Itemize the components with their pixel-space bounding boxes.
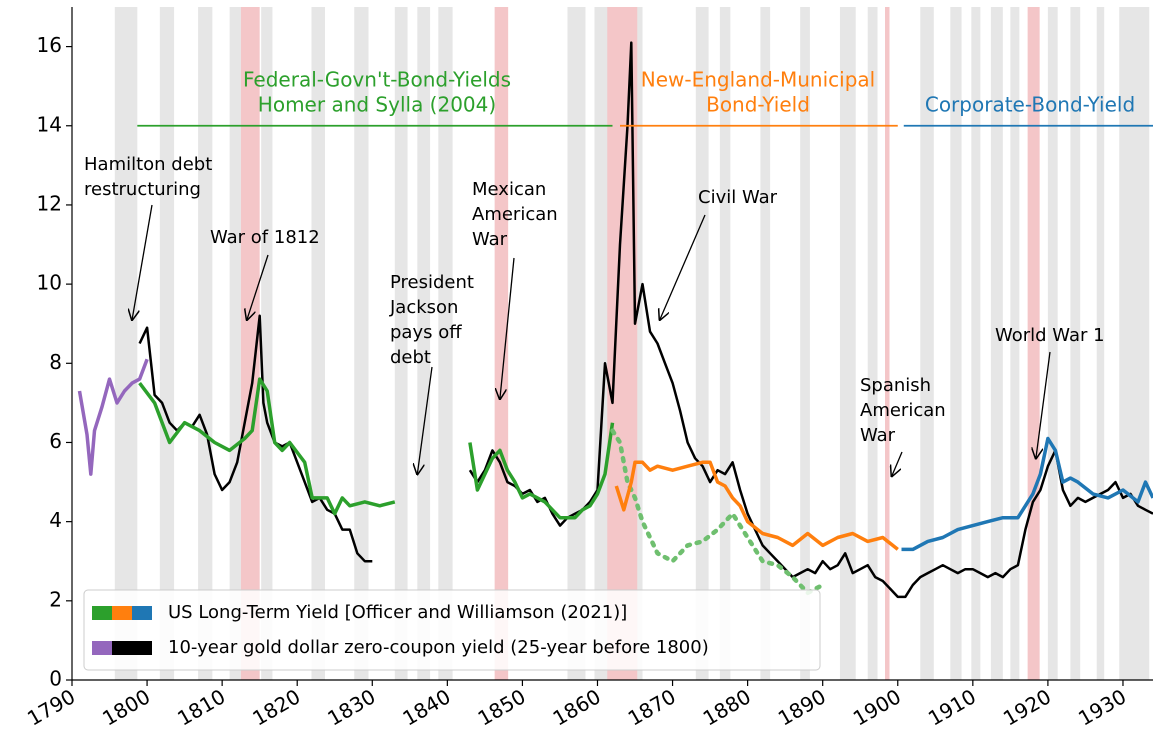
y-tick-label: 6 bbox=[49, 429, 62, 453]
annotation-arrow bbox=[1036, 351, 1051, 458]
x-tick-label: 1900 bbox=[849, 684, 905, 730]
recession-band bbox=[867, 7, 878, 680]
annotation-text: Civil War bbox=[698, 187, 778, 208]
war-band bbox=[885, 7, 890, 680]
annotation-text: American bbox=[860, 400, 946, 421]
recession-band bbox=[950, 7, 962, 680]
annotation-arrow bbox=[132, 204, 153, 320]
annotation-text: Spanish bbox=[860, 375, 931, 396]
x-tick-label: 1880 bbox=[699, 684, 755, 730]
y-tick-label: 14 bbox=[37, 112, 62, 136]
recession-band bbox=[394, 7, 408, 680]
group-label: New-England-Municipal bbox=[641, 68, 875, 92]
annotation-text: War of 1812 bbox=[210, 227, 320, 248]
legend-swatch bbox=[92, 606, 112, 620]
recession-band bbox=[800, 7, 810, 680]
x-tick-label: 1850 bbox=[474, 684, 530, 730]
y-tick-label: 10 bbox=[37, 271, 62, 295]
recession-band bbox=[760, 7, 771, 680]
recession-band bbox=[839, 7, 856, 680]
recession-band bbox=[990, 7, 1003, 680]
war-band bbox=[494, 7, 509, 680]
x-tick-label: 1820 bbox=[248, 684, 304, 730]
recession-band bbox=[417, 7, 431, 680]
legend-swatch bbox=[112, 641, 132, 655]
x-tick-label: 1890 bbox=[774, 684, 830, 730]
annotation-text: debt bbox=[390, 347, 431, 368]
x-tick-label: 1910 bbox=[924, 684, 980, 730]
x-tick-label: 1870 bbox=[624, 684, 680, 730]
recession-band bbox=[438, 7, 453, 680]
recession-band bbox=[114, 7, 138, 680]
x-tick-label: 1800 bbox=[98, 684, 154, 730]
series-line bbox=[468, 422, 615, 520]
legend-swatch bbox=[132, 606, 152, 620]
annotation-text: Jackson bbox=[389, 297, 458, 318]
annotation-arrow bbox=[417, 366, 433, 474]
legend-swatch bbox=[112, 606, 132, 620]
series-line bbox=[138, 377, 396, 516]
annotation-text: American bbox=[472, 204, 558, 225]
annotation-arrow bbox=[660, 214, 706, 320]
recession-band bbox=[229, 7, 241, 680]
recession-band bbox=[1119, 7, 1150, 680]
series-line bbox=[901, 436, 1153, 552]
annotation-text: pays off bbox=[390, 322, 462, 343]
series-line bbox=[614, 460, 899, 551]
x-tick-label: 1830 bbox=[323, 684, 379, 730]
recession-band bbox=[354, 7, 369, 680]
recession-band bbox=[567, 7, 586, 680]
recession-band bbox=[1096, 7, 1105, 680]
recession-band bbox=[159, 7, 175, 680]
annotation-arrow bbox=[892, 451, 903, 476]
recession-band bbox=[198, 7, 213, 680]
legend-swatch bbox=[92, 641, 112, 655]
recession-band bbox=[1047, 7, 1058, 680]
annotation-text: restructuring bbox=[84, 179, 201, 200]
annotation-text: War bbox=[860, 425, 896, 446]
x-tick-label: 1860 bbox=[549, 684, 605, 730]
y-tick-label: 16 bbox=[37, 33, 62, 57]
x-tick-label: 1790 bbox=[23, 684, 79, 730]
x-tick-label: 1840 bbox=[399, 684, 455, 730]
y-tick-label: 12 bbox=[37, 191, 62, 215]
recession-band bbox=[971, 7, 981, 680]
y-tick-label: 2 bbox=[49, 587, 62, 611]
recession-band bbox=[695, 7, 709, 680]
recession-band bbox=[719, 7, 731, 680]
legend-label: 10-year gold dollar zero-coupon yield (2… bbox=[168, 637, 709, 658]
series-line bbox=[77, 358, 149, 476]
annotation-text: President bbox=[390, 272, 474, 293]
group-label: Bond-Yield bbox=[706, 93, 810, 117]
annotation-text: Hamilton debt bbox=[84, 154, 212, 175]
x-tick-label: 1930 bbox=[1074, 684, 1130, 730]
recession-band bbox=[1010, 7, 1020, 680]
group-label: Corporate-Bond-Yield bbox=[925, 93, 1135, 117]
group-label: Federal-Govn't-Bond-Yields bbox=[243, 68, 511, 92]
annotation-arrow bbox=[500, 257, 515, 399]
group-label: Homer and Sylla (2004) bbox=[258, 93, 496, 117]
x-tick-label: 1810 bbox=[173, 684, 229, 730]
annotation-text: War bbox=[472, 229, 508, 250]
recession-band bbox=[1070, 7, 1081, 680]
recession-band bbox=[311, 7, 325, 680]
recession-band bbox=[594, 7, 609, 680]
legend-box bbox=[83, 589, 821, 671]
legend-label: US Long-Term Yield [Officer and Williams… bbox=[168, 602, 627, 623]
series-line bbox=[610, 428, 825, 596]
annotation-text: Mexican bbox=[472, 179, 546, 200]
recession-band bbox=[920, 7, 934, 680]
annotation-text: World War 1 bbox=[995, 325, 1105, 346]
legend-swatch bbox=[132, 641, 152, 655]
y-tick-label: 8 bbox=[49, 350, 62, 374]
y-tick-label: 0 bbox=[49, 667, 62, 691]
y-tick-label: 4 bbox=[49, 508, 62, 532]
war-band bbox=[240, 7, 260, 680]
x-tick-label: 1920 bbox=[999, 684, 1055, 730]
recession-band bbox=[261, 7, 273, 680]
annotation-arrow bbox=[247, 254, 269, 320]
